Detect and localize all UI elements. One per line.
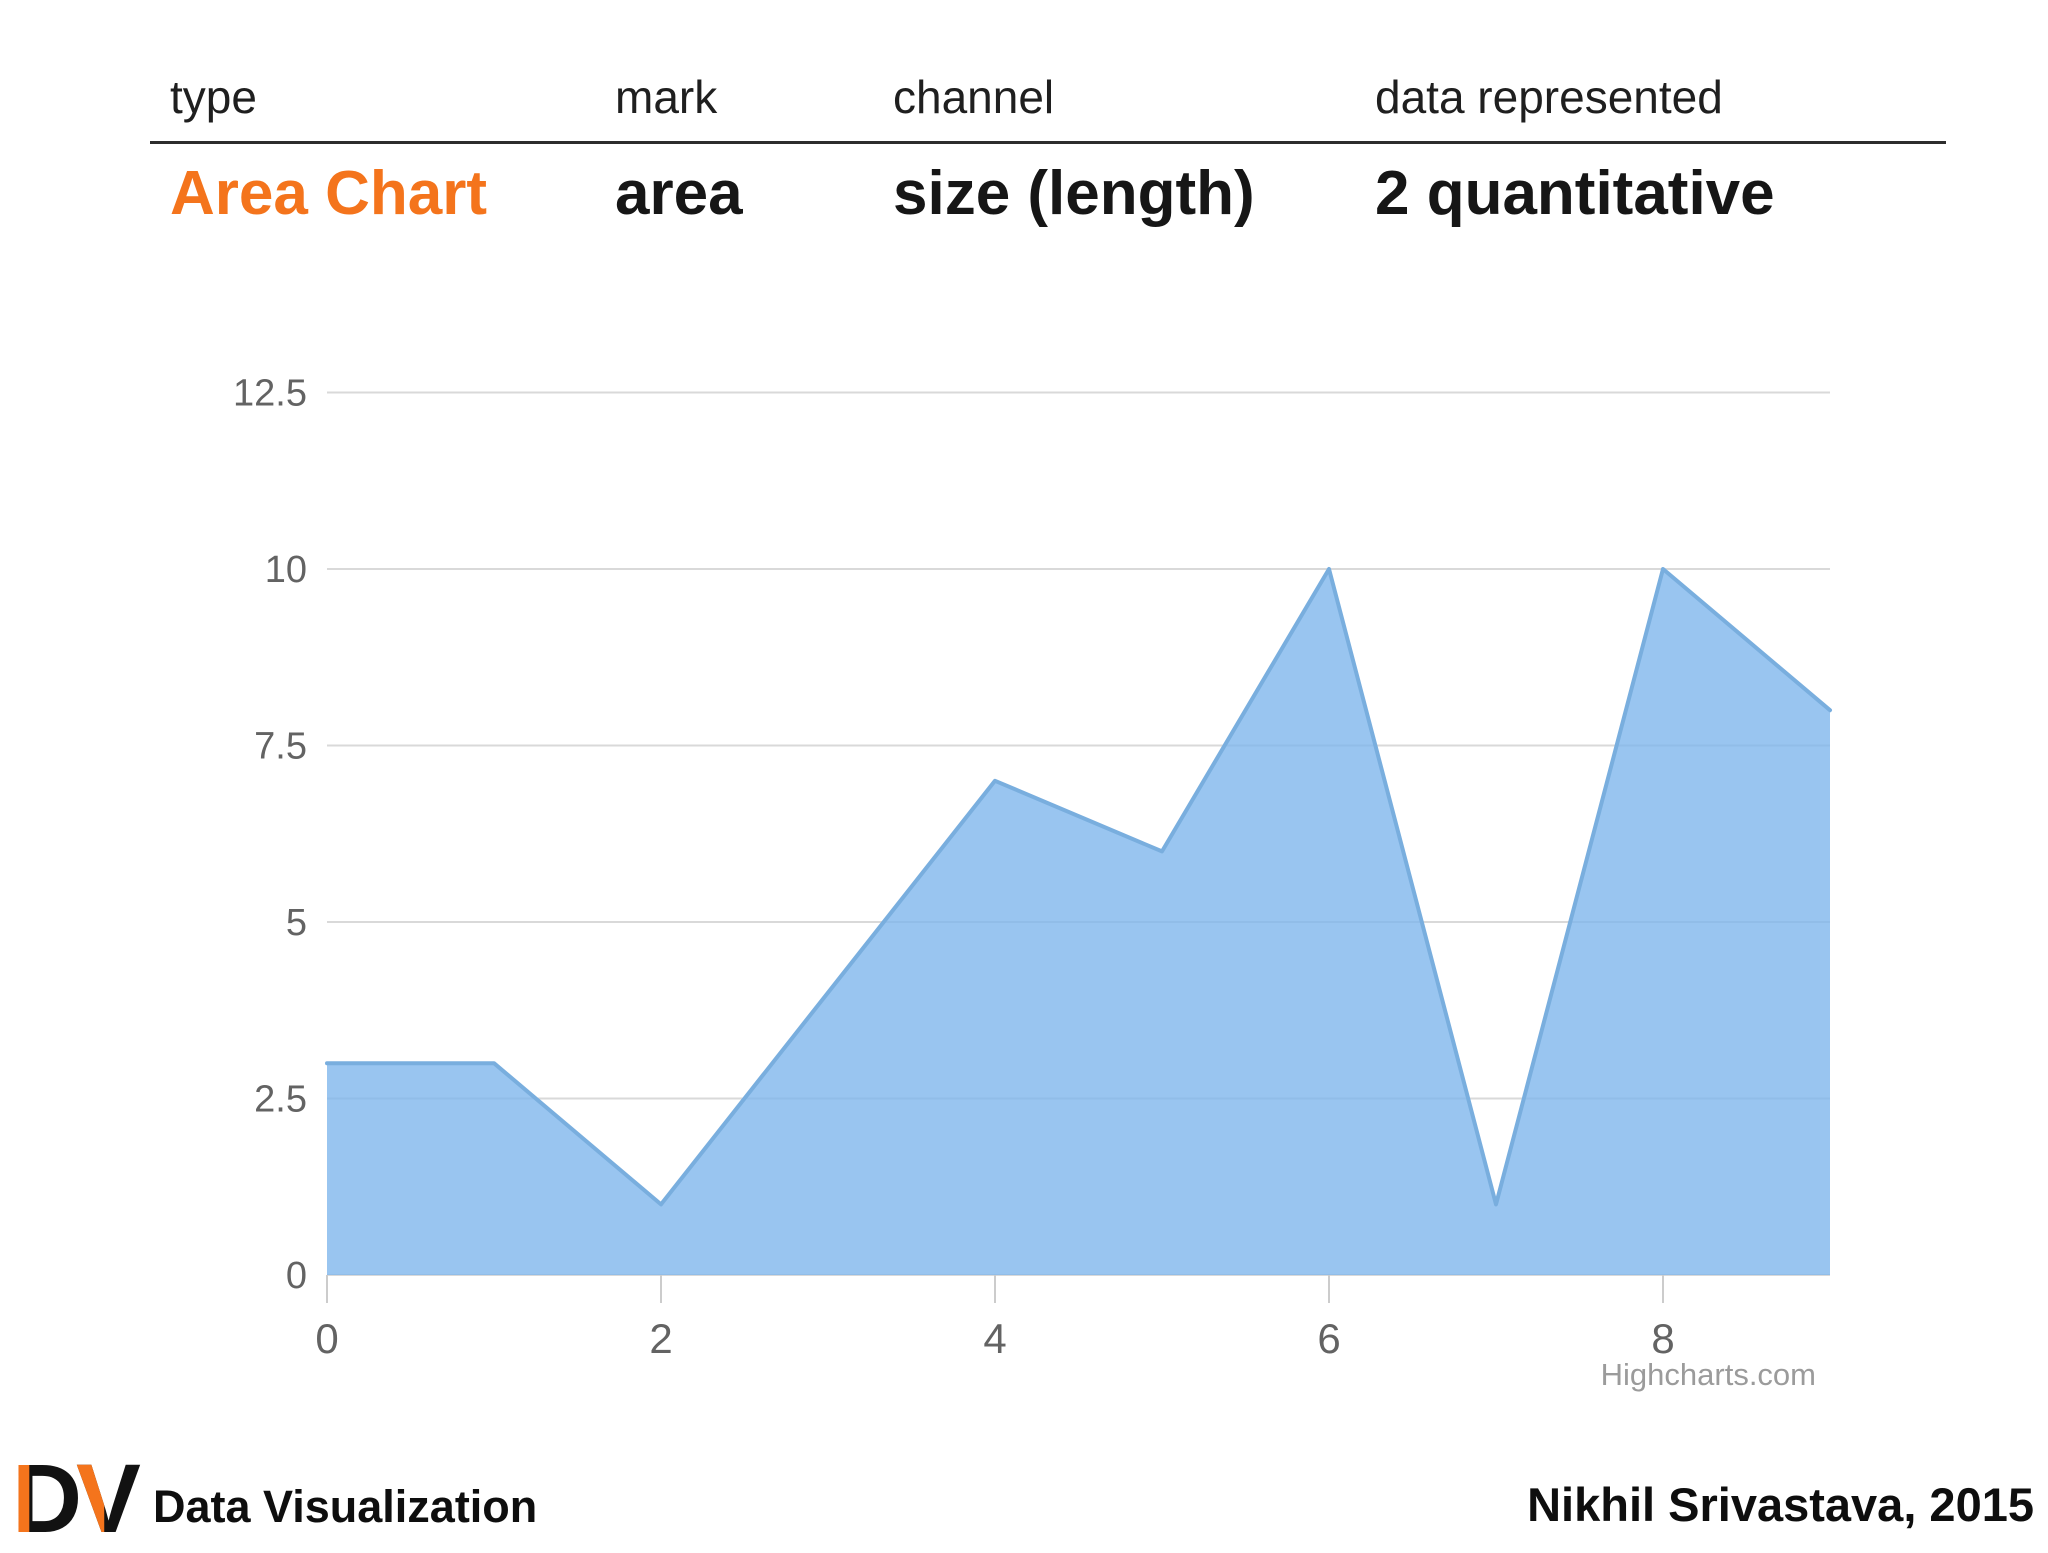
y-axis-tick-label: 2.5 bbox=[254, 1079, 307, 1121]
x-axis-tick-label: 2 bbox=[649, 1315, 672, 1362]
cell-chart-type: Area Chart bbox=[170, 159, 487, 228]
col-header-type: type bbox=[170, 71, 257, 123]
course-title: Data Visualization bbox=[153, 1481, 538, 1532]
x-axis-tick-label: 6 bbox=[1317, 1315, 1340, 1362]
y-axis-tick-label: 10 bbox=[265, 549, 307, 591]
logo-letter-accent: D bbox=[12, 1444, 77, 1553]
chart-container: 0 2.5 5 7.5 10 12.5 0 2 4 6 8 Highcharts.com bbox=[140, 340, 1900, 1465]
col-header-channel: channel bbox=[893, 71, 1055, 123]
highcharts-credit: Highcharts.com bbox=[1601, 1357, 1816, 1392]
y-axis-tick-label: 7.5 bbox=[254, 726, 307, 768]
cell-mark: area bbox=[615, 159, 743, 228]
cell-data-represented: 2 quantitative bbox=[1375, 159, 1775, 228]
y-axis-tick-label: 12.5 bbox=[233, 373, 307, 415]
col-header-data-represented: data represented bbox=[1375, 71, 1723, 123]
area-series-fill bbox=[327, 569, 1830, 1275]
cell-channel: size (length) bbox=[893, 159, 1255, 228]
x-axis-tick-label: 0 bbox=[315, 1315, 338, 1362]
col-header-mark: mark bbox=[615, 71, 718, 123]
y-axis-tick-label: 5 bbox=[286, 902, 307, 944]
area-series-line bbox=[325, 567, 1832, 1207]
author-credit: Nikhil Srivastava, 2015 bbox=[1527, 1478, 2034, 1531]
x-axis-tick-label: 8 bbox=[1651, 1315, 1674, 1362]
x-axis-tick-label: 4 bbox=[983, 1315, 1006, 1362]
logo-letter-accent: V bbox=[76, 1444, 135, 1553]
header-divider bbox=[150, 141, 1946, 144]
y-axis-tick-label: 0 bbox=[286, 1255, 307, 1297]
